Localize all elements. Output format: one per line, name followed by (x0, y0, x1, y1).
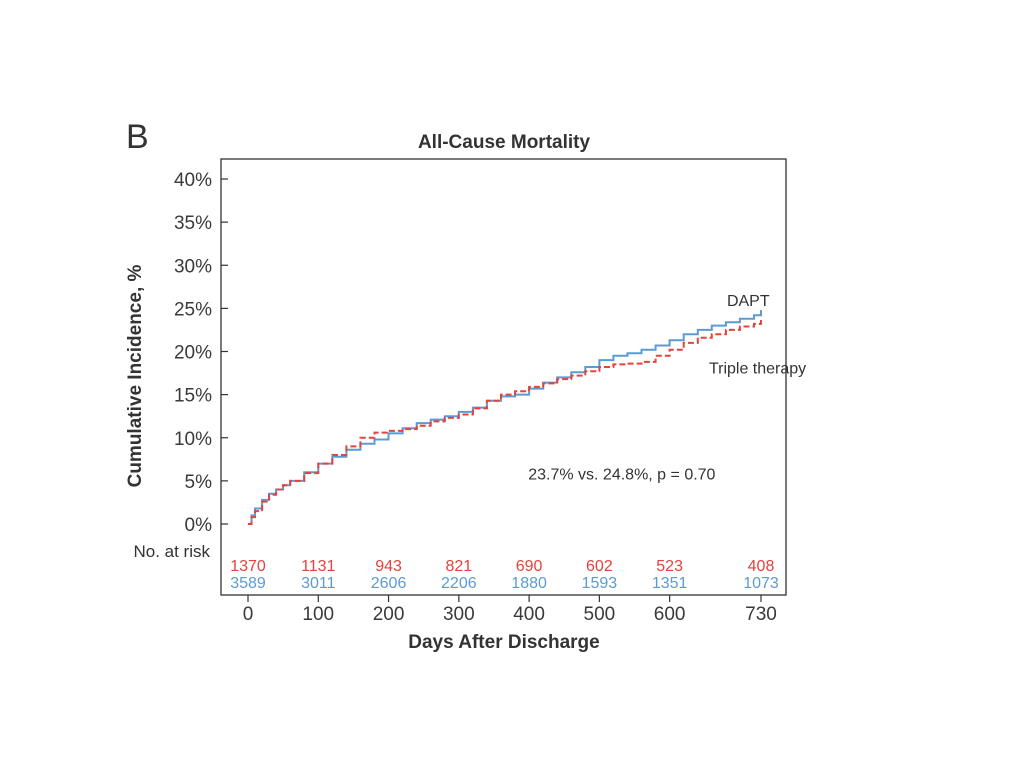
x-tick-label: 0 (243, 604, 254, 625)
risk-value: 1880 (511, 575, 547, 592)
x-tick-label: 100 (302, 604, 334, 625)
y-tick-label: 30% (174, 256, 212, 277)
series-label: DAPT (727, 293, 770, 310)
series-label: Triple therapy (709, 360, 806, 377)
risk-value: 1351 (652, 575, 688, 592)
x-axis: 0 100 200 300 400 500 600 730 (243, 595, 777, 625)
risk-value: 523 (656, 558, 683, 575)
annotation-text: 23.7% vs. 24.8%, p = 0.70 (528, 466, 715, 483)
risk-value: 602 (586, 558, 613, 575)
risk-value: 821 (445, 558, 472, 575)
series-layer: DAPT Triple therapy (248, 293, 806, 525)
y-tick-label: 0% (185, 515, 213, 536)
risk-value: 3011 (301, 575, 336, 592)
y-tick-label: 25% (174, 299, 212, 320)
risk-table: 1370 1131 943 821 690 602 523 408 3589 3011 2606 22… (230, 558, 779, 592)
x-tick-label: 400 (513, 604, 545, 625)
x-axis-label: Days After Discharge (408, 632, 599, 653)
x-tick-label: 200 (373, 604, 405, 625)
x-tick-label: 500 (584, 604, 616, 625)
y-axis-label: Cumulative Incidence, % (125, 265, 146, 488)
plot-frame (220, 158, 787, 596)
chart-title: All-Cause Mortality (418, 132, 591, 153)
risk-value: 3589 (230, 575, 266, 592)
y-tick-label: 35% (174, 213, 212, 234)
risk-value: 1073 (743, 575, 779, 592)
risk-table-header: No. at risk (133, 542, 210, 561)
x-tick-label: 300 (443, 604, 475, 625)
risk-value: 690 (516, 558, 543, 575)
x-tick-label: 600 (654, 604, 686, 625)
panel-letter: B (126, 118, 149, 156)
y-tick-label: 5% (185, 472, 213, 493)
y-tick-label: 10% (174, 429, 212, 450)
risk-value: 2206 (441, 575, 477, 592)
risk-value: 1131 (301, 558, 336, 575)
y-axis: 0% 5% 10% 15% 20% 25% 30% 35% 40% (174, 170, 228, 536)
risk-value: 2606 (371, 575, 407, 592)
y-tick-label: 40% (174, 170, 212, 191)
risk-value: 1370 (230, 558, 266, 575)
series-line-triple-therapy (248, 319, 762, 525)
y-tick-label: 15% (174, 386, 212, 407)
y-tick-label: 20% (174, 343, 212, 364)
risk-value: 408 (748, 558, 775, 575)
risk-value: 1593 (582, 575, 618, 592)
x-tick-label: 730 (745, 604, 777, 625)
risk-value: 943 (375, 558, 402, 575)
